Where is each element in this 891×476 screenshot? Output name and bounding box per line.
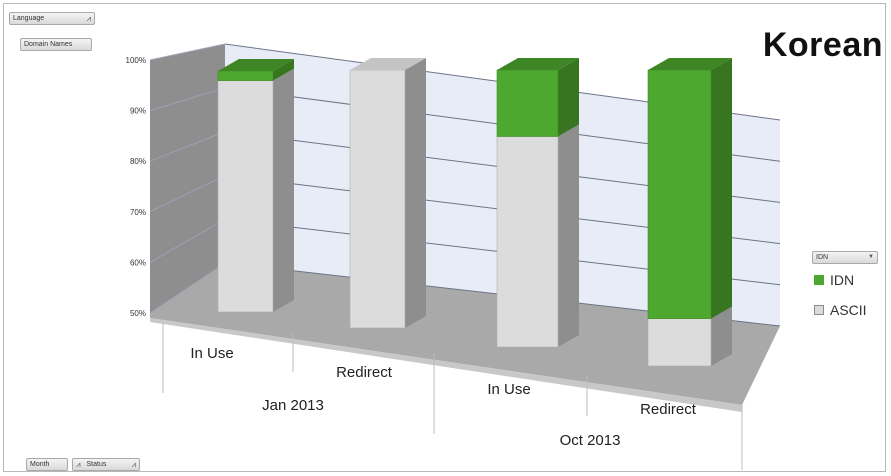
bar-ascii (349, 69, 406, 329)
x-group-label: Jan 2013 (262, 397, 324, 414)
bar-ascii (496, 136, 559, 348)
gridline-side (149, 43, 226, 61)
month-field-label: Month (30, 461, 50, 468)
month-field-button[interactable]: Month (26, 458, 68, 471)
chart-floor-edge (150, 318, 742, 412)
gridline-side (149, 262, 226, 314)
status-field-button[interactable]: ⩘ Status ⩘ (72, 458, 140, 471)
y-tick-label: 90% (130, 107, 146, 116)
x-tick-label: In Use (487, 381, 530, 398)
bar-idn (647, 69, 712, 319)
y-tick-label: 60% (130, 258, 146, 267)
domain-names-field-label: Domain Names (24, 41, 73, 48)
gridline-side (149, 218, 226, 263)
idn-legend-filter-button[interactable]: IDN ▼ (812, 251, 878, 264)
x-group-label: Oct 2013 (560, 432, 621, 449)
y-tick-label: 50% (130, 309, 146, 318)
idn-filter-label: IDN (816, 254, 829, 261)
status-field-label: Status (86, 461, 107, 468)
bar-idn-side (711, 58, 732, 319)
y-tick-label: 80% (130, 157, 146, 166)
chart-title: Korean (762, 26, 883, 64)
chart-floor (150, 263, 780, 405)
bar-idn-side (558, 58, 579, 137)
bar-ascii-side (405, 58, 426, 328)
x-tick-label: Redirect (336, 364, 393, 381)
bar-ascii-side (711, 306, 732, 366)
bar-ascii (217, 80, 274, 313)
language-field-label: Language (13, 15, 45, 22)
gridline-side (149, 87, 226, 112)
dropdown-arrow-icon[interactable]: ▼ (868, 254, 874, 260)
bar-idn-side (273, 59, 294, 81)
domain-names-field-button[interactable]: Domain Names (20, 38, 92, 51)
gridline-side (149, 174, 226, 213)
legend-swatch-idn (814, 275, 824, 285)
legend-item-idn: IDN (814, 272, 867, 288)
bar-ascii-side (273, 68, 294, 312)
language-field-button[interactable]: Language ⩘ (9, 12, 95, 25)
chart-legend: IDN ASCII (814, 250, 867, 332)
y-tick-label: 70% (130, 208, 146, 217)
gridline-side (149, 131, 226, 162)
bar-top (497, 58, 579, 70)
legend-swatch-ascii (814, 305, 824, 315)
legend-label-idn: IDN (830, 272, 855, 288)
bar-idn (217, 70, 274, 81)
x-tick-label: In Use (190, 345, 233, 362)
bar-idn (496, 69, 559, 137)
legend-label-ascii: ASCII (830, 302, 867, 318)
filter-icon[interactable]: ⩘ (76, 460, 81, 469)
x-tick-label: Redirect (640, 401, 697, 418)
bar-ascii-side (558, 124, 579, 347)
filter-icon[interactable]: ⩘ (131, 460, 136, 469)
y-tick-label: 100% (126, 56, 146, 65)
bar-top (648, 58, 732, 70)
bar-ascii (647, 318, 712, 367)
chart-side-wall (150, 44, 225, 313)
legend-item-ascii: ASCII (814, 302, 867, 318)
filter-icon[interactable]: ⩘ (86, 14, 91, 23)
bar-top (218, 59, 294, 71)
bar-top (350, 58, 426, 70)
